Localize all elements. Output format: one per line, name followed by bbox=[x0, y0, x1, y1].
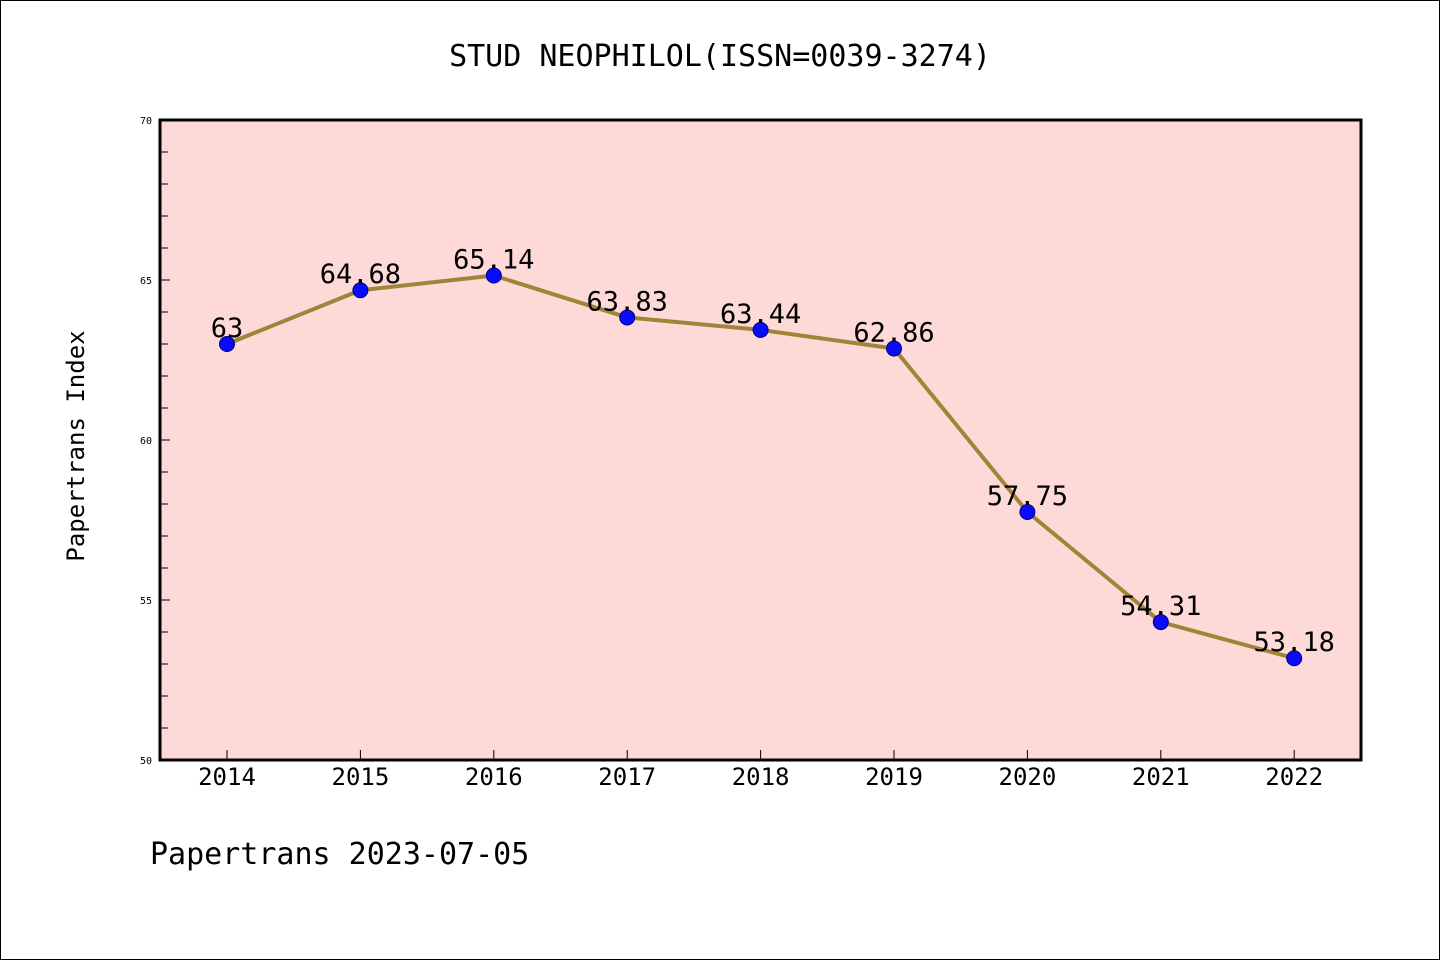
chart-title: STUD NEOPHILOL(ISSN=0039-3274) bbox=[449, 39, 991, 74]
data-label: 63.83 bbox=[587, 286, 668, 317]
y-axis-title: Papertrans Index bbox=[62, 330, 90, 561]
y-tick-label: 50 bbox=[140, 756, 152, 767]
y-axis: 50 55 60 65 70 bbox=[140, 116, 170, 767]
y-tick-label: 55 bbox=[140, 596, 152, 607]
x-tick-label: 2021 bbox=[1132, 763, 1190, 791]
data-point bbox=[485, 267, 502, 284]
x-axis: 2014 2015 2016 2017 2018 2019 2020 2021 2022 bbox=[198, 750, 1323, 791]
data-point bbox=[1152, 614, 1169, 631]
x-tick-label: 2022 bbox=[1265, 763, 1323, 791]
x-tick-label: 2014 bbox=[198, 763, 256, 791]
data-label: 62.86 bbox=[853, 317, 934, 348]
x-tick-label: 2020 bbox=[999, 763, 1057, 791]
data-label: 65.14 bbox=[453, 245, 534, 276]
x-tick-label: 2015 bbox=[332, 763, 390, 791]
data-label: 54.31 bbox=[1120, 591, 1201, 622]
data-label: 63.44 bbox=[720, 299, 801, 330]
y-tick-label: 70 bbox=[140, 116, 152, 127]
data-point bbox=[1286, 650, 1303, 667]
data-point bbox=[886, 340, 902, 357]
data-point bbox=[752, 321, 769, 338]
data-labels: 63 64.68 65.14 63.83 63.44 62.86 57.75 54.31 53.… bbox=[211, 245, 1335, 659]
plot-area bbox=[158, 118, 1363, 762]
data-label: 53.18 bbox=[1254, 627, 1335, 658]
data-point bbox=[219, 336, 235, 352]
x-tick-label: 2018 bbox=[732, 763, 790, 791]
x-tick-label: 2017 bbox=[598, 763, 656, 791]
data-label: 63 bbox=[211, 313, 244, 344]
y-tick-label: 65 bbox=[140, 276, 152, 287]
data-point bbox=[619, 309, 636, 326]
y-tick-label: 60 bbox=[140, 436, 152, 447]
data-point bbox=[352, 282, 369, 299]
x-tick-label: 2016 bbox=[465, 763, 523, 791]
data-label: 64.68 bbox=[320, 259, 401, 290]
data-points bbox=[219, 267, 1303, 667]
footer-text: Papertrans 2023-07-05 bbox=[150, 837, 529, 872]
data-label: 57.75 bbox=[987, 481, 1068, 512]
x-tick-label: 2019 bbox=[865, 763, 923, 791]
data-point bbox=[1019, 504, 1036, 520]
